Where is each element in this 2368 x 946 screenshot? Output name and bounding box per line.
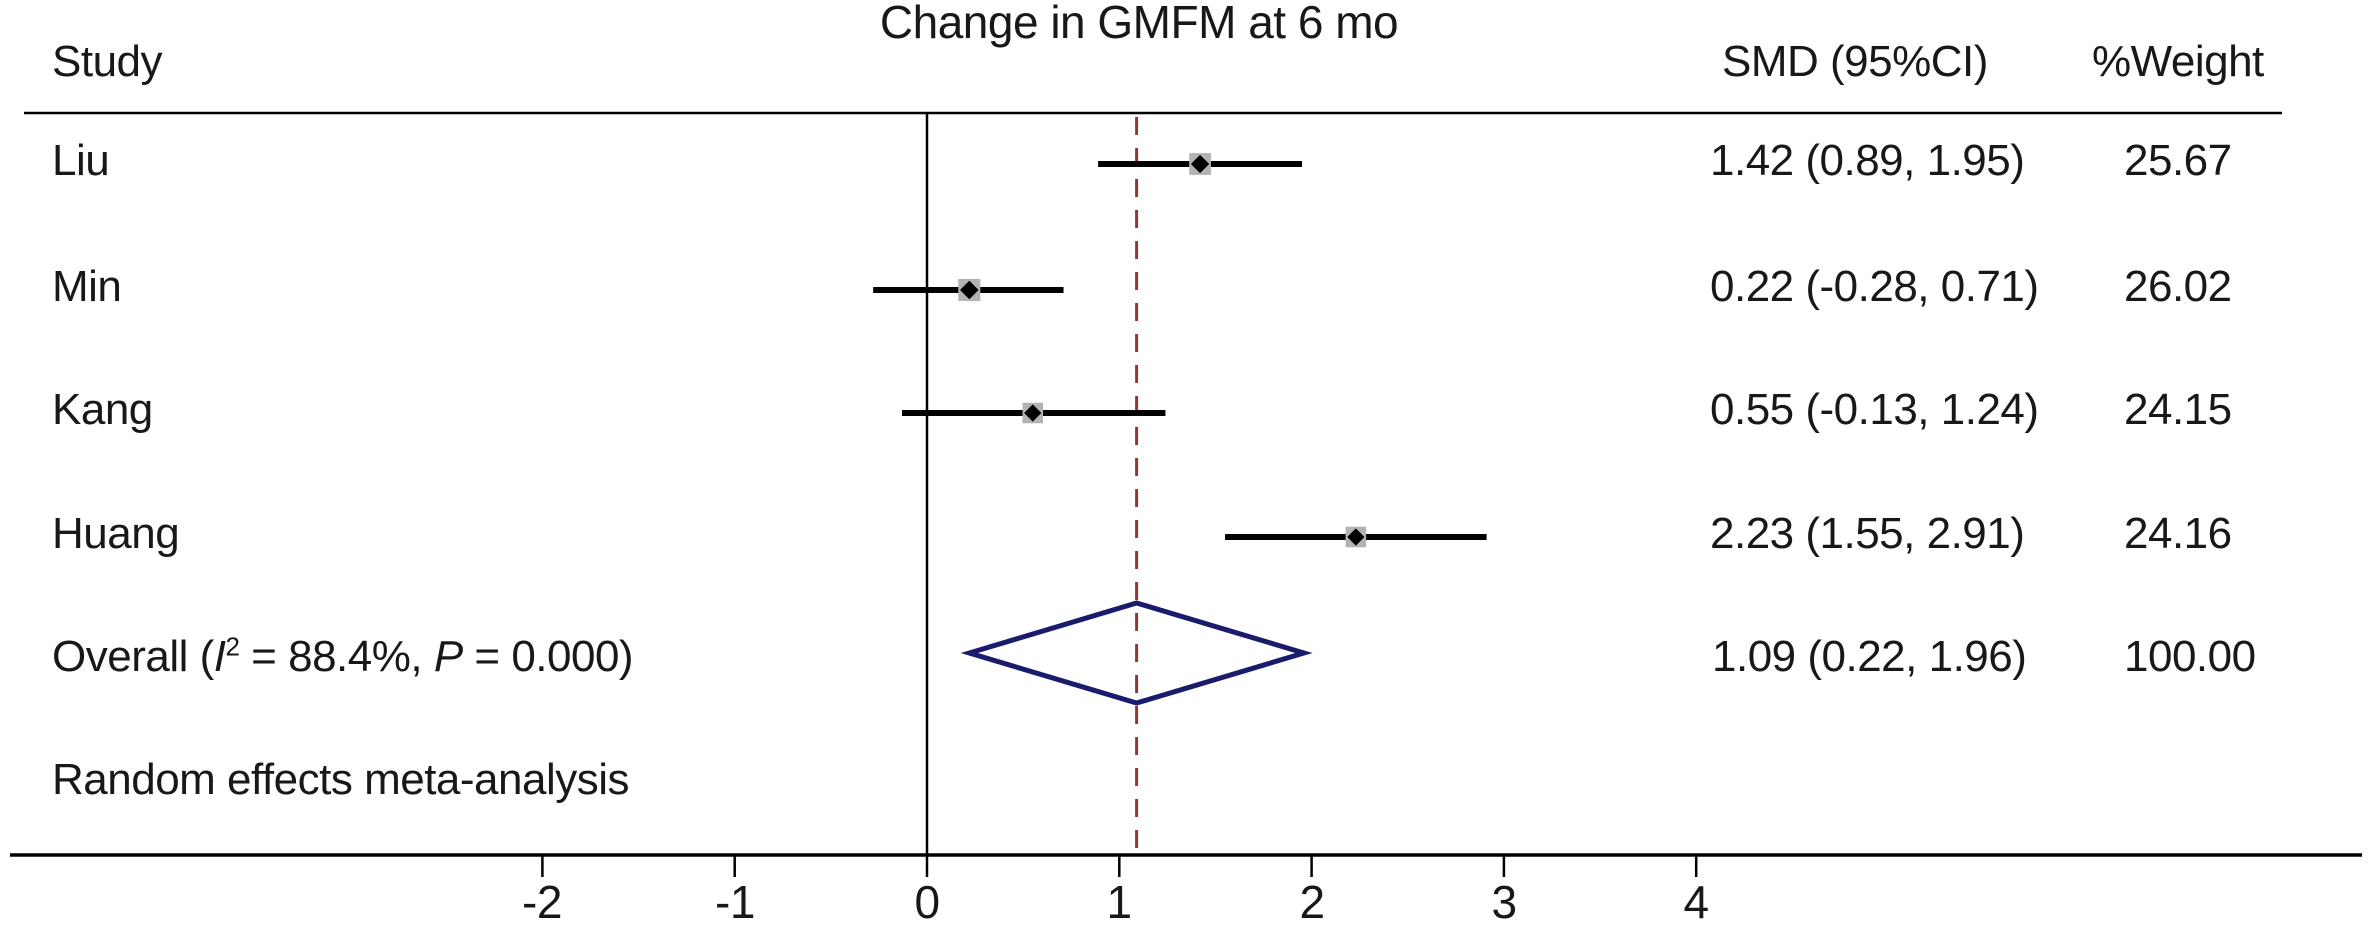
smd-value-overall: 1.09 (0.22, 1.96): [1712, 632, 2027, 681]
x-tick-label-3: 3: [1491, 876, 1517, 928]
overall-label-mid: = 88.4%,: [239, 632, 434, 681]
smd-value-kang: 0.55 (-0.13, 1.24): [1710, 385, 2039, 434]
column-header-smd-ci: SMD (95%CI): [1722, 37, 1988, 86]
study-label-kang: Kang: [52, 385, 153, 434]
chart-title: Change in GMFM at 6 mo: [879, 0, 1399, 48]
weight-value-min: 26.02: [2124, 262, 2232, 311]
smd-value-liu: 1.42 (0.89, 1.95): [1710, 136, 2025, 185]
weight-value-liu: 25.67: [2124, 136, 2232, 185]
x-tick-label-2: 2: [1299, 876, 1325, 928]
point-estimate-kang: [1024, 404, 1042, 422]
point-estimate-huang: [1347, 528, 1365, 546]
x-tick-label-neg1: -1: [715, 876, 755, 928]
model-footnote: Random effects meta-analysis: [52, 755, 630, 804]
x-tick-label-0: 0: [914, 876, 940, 928]
study-label-min: Min: [52, 262, 122, 311]
overall-i-squared-base: I: [213, 632, 226, 681]
weight-value-kang: 24.15: [2124, 385, 2232, 434]
overall-label-prefix: Overall (: [52, 632, 214, 681]
overall-p-symbol: P: [433, 632, 463, 681]
overall-label-suffix: = 0.000): [462, 632, 634, 681]
column-header-study: Study: [52, 37, 163, 86]
x-tick-label-neg2: -2: [522, 876, 562, 928]
smd-value-min: 0.22 (-0.28, 0.71): [1710, 262, 2039, 311]
smd-value-huang: 2.23 (1.55, 2.91): [1710, 509, 2025, 558]
x-tick-label-4: 4: [1683, 876, 1709, 928]
point-estimate-min: [960, 280, 979, 300]
point-estimate-liu: [1190, 154, 1210, 174]
weight-value-overall: 100.00: [2124, 632, 2256, 681]
x-tick-label-1: 1: [1106, 876, 1132, 928]
overall-diamond: [960, 600, 1313, 706]
column-header-weight: %Weight: [2092, 37, 2264, 86]
overall-i-squared-sup: 2: [225, 631, 240, 662]
study-label-liu: Liu: [52, 136, 110, 185]
overall-label: Overall (I2 = 88.4%, P = 0.000): [52, 631, 634, 681]
study-label-huang: Huang: [52, 509, 180, 558]
weight-value-huang: 24.16: [2124, 509, 2232, 558]
